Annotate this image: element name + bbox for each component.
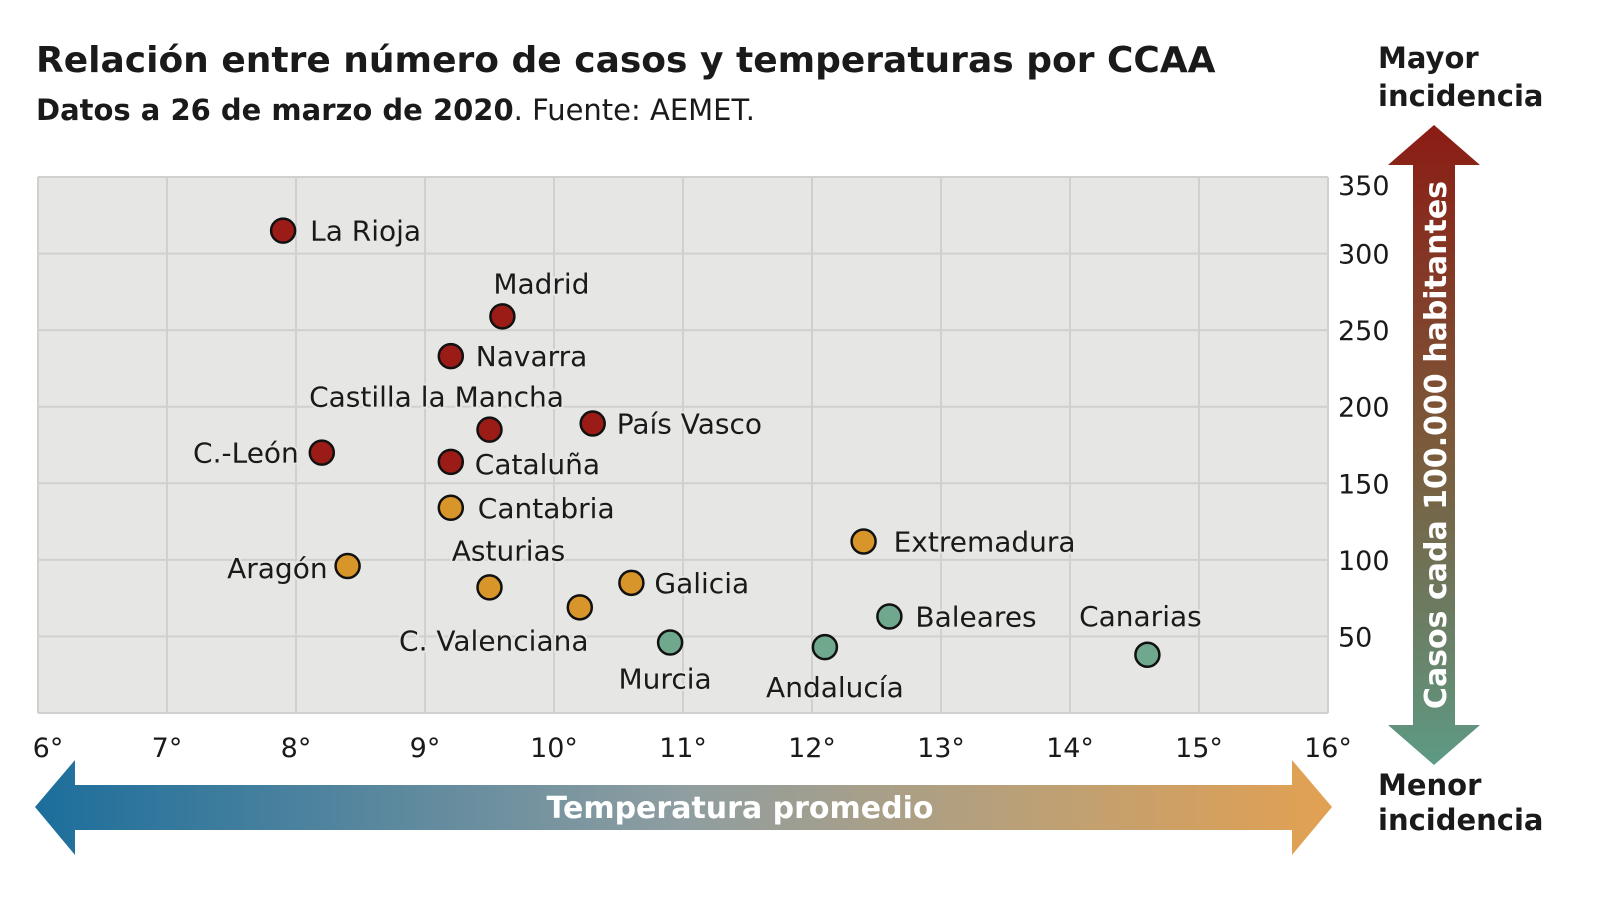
incidence-arrow [1388, 125, 1480, 765]
y-tick-label: 350 [1338, 171, 1390, 202]
point-label: Galicia [654, 567, 749, 600]
data-point [656, 629, 684, 656]
y-tick-label: 250 [1338, 316, 1390, 347]
y-tick-label: 100 [1338, 546, 1390, 577]
x-tick-label: 13° [917, 733, 965, 764]
point-label: Navarra [476, 340, 588, 373]
bottom-label-line1: Menor [1378, 768, 1482, 802]
y-tick-label: 50 [1338, 622, 1372, 653]
subtitle-date: Datos a 26 de marzo de 2020 [36, 93, 514, 127]
point-labels: La Rioja Madrid Navarra Castilla la Mancha P… [191, 213, 1204, 707]
data-point [437, 342, 465, 370]
point-label: Aragón [227, 552, 327, 585]
data-point [476, 574, 503, 601]
point-label: Murcia [619, 663, 712, 696]
data-point [489, 303, 516, 330]
point-label: C. Valenciana [399, 624, 588, 657]
point-label: Cataluña [475, 448, 600, 481]
data-point [476, 416, 503, 443]
y-tick-label: 150 [1338, 469, 1390, 500]
point-label: Extremadura [894, 525, 1076, 558]
x-tick-label: 10° [530, 733, 578, 764]
data-point [811, 633, 839, 661]
data-point [1134, 641, 1161, 669]
data-point [566, 594, 594, 621]
point-label: Cantabria [478, 492, 615, 525]
x-tick-labels: 6° 7° 8° 9° 10° 11° 12° 13° 14° 15° 16° [33, 733, 1352, 764]
subtitle-source: . Fuente: AEMET. [514, 93, 755, 127]
data-point [876, 603, 903, 630]
point-label: Castilla la Mancha [309, 381, 564, 414]
top-label-line2: incidencia [1378, 79, 1544, 113]
point-label: País Vasco [617, 408, 762, 441]
point-label: Baleares [915, 601, 1036, 634]
data-point [308, 439, 336, 466]
y-tick-label: 200 [1338, 393, 1390, 424]
y-axis-label: Casos cada 100.000 habitantes [1419, 181, 1454, 709]
x-tick-label: 7° [152, 733, 183, 764]
chart-title: Relación entre número de casos y tempera… [36, 40, 1216, 81]
data-point [437, 494, 465, 522]
point-label: Madrid [493, 267, 589, 300]
data-point [437, 448, 465, 476]
x-tick-label: 16° [1304, 733, 1352, 764]
gridlines [37, 176, 1329, 714]
y-tick-labels: 50 100 150 200 250 300 350 [1338, 171, 1390, 653]
bottom-label-line2: incidencia [1378, 803, 1544, 837]
point-label: Asturias [452, 534, 566, 567]
point-label: Andalucía [766, 671, 904, 704]
y-tick-label: 300 [1338, 240, 1390, 271]
point-label: Canarias [1079, 600, 1202, 633]
top-label-line1: Mayor [1378, 41, 1479, 75]
data-point [850, 528, 877, 555]
x-tick-label: 9° [410, 733, 441, 764]
point-label: La Rioja [310, 215, 421, 248]
x-axis-label: Temperatura promedio [547, 791, 934, 826]
x-tick-label: 8° [281, 733, 312, 764]
x-tick-label: 15° [1175, 733, 1223, 764]
x-tick-label: 6° [33, 733, 64, 764]
chart-subtitle: Datos a 26 de marzo de 2020. Fuente: AEM… [36, 93, 755, 127]
data-points [269, 217, 1161, 669]
x-tick-label: 12° [788, 733, 836, 764]
x-tick-label: 14° [1046, 733, 1094, 764]
temperature-arrow [35, 760, 1332, 855]
data-point [618, 569, 645, 597]
x-tick-label: 11° [659, 733, 707, 764]
data-point [579, 410, 606, 437]
point-label: C.-León [193, 437, 299, 470]
data-point [334, 552, 361, 580]
data-point [269, 217, 297, 244]
